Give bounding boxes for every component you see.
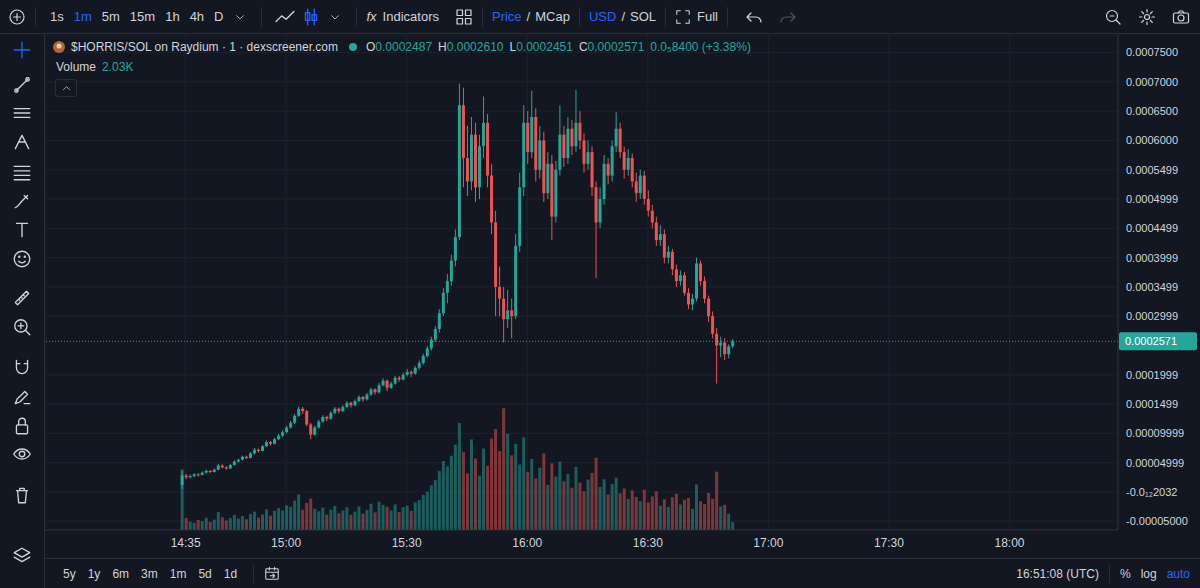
svg-text:0.0006000: 0.0006000 xyxy=(1126,134,1178,146)
svg-text:0.0007500: 0.0007500 xyxy=(1126,46,1178,58)
svg-text:16:00: 16:00 xyxy=(512,536,542,550)
html-text:5m: 5m xyxy=(101,9,120,24)
svg-text:0.0006500: 0.0006500 xyxy=(1126,105,1178,117)
svg-text:0.0002571: 0.0002571 xyxy=(1125,335,1177,347)
svg-text:0.0005499: 0.0005499 xyxy=(1126,164,1178,176)
html-text:1s: 1s xyxy=(50,9,64,24)
svg-text:16:30: 16:30 xyxy=(633,536,663,550)
html-text:3m: 3m xyxy=(141,567,158,581)
html-text:1h: 1h xyxy=(165,9,180,24)
svg-text:0.0004999: 0.0004999 xyxy=(1126,193,1178,205)
svg-text:14:35: 14:35 xyxy=(171,536,201,550)
html-text:log: log xyxy=(1140,567,1157,581)
html-text:1m: 1m xyxy=(73,9,92,24)
html-text:4h: 4h xyxy=(189,9,205,24)
html-text:15m: 15m xyxy=(129,9,156,24)
html-text:O 0.0002487: O 0.0002487 xyxy=(366,40,433,54)
svg-text:-0.00005000: -0.00005000 xyxy=(1126,515,1188,527)
svg-text:0.0004499: 0.0004499 xyxy=(1126,222,1178,234)
svg-text:-0.0₁₂2032: -0.0₁₂2032 xyxy=(1126,486,1177,498)
html-text:5y: 5y xyxy=(63,567,76,581)
html-text:2.03K: 2.03K xyxy=(102,60,134,74)
svg-text:0.00009999: 0.00009999 xyxy=(1126,427,1184,439)
svg-text:15:00: 15:00 xyxy=(271,536,301,550)
html-text:H 0.0002610: H 0.0002610 xyxy=(438,40,504,54)
html-text:1d: 1d xyxy=(223,567,238,581)
html-text:0.0₅8400 (+3.38%): 0.0₅8400 (+3.38%) xyxy=(650,40,751,54)
html-text:Full: Full xyxy=(697,9,718,24)
html-text:16:51:08 (UTC): 16:51:08 (UTC) xyxy=(1016,567,1099,581)
html-text:auto: auto xyxy=(1166,567,1190,581)
svg-text:0.0002999: 0.0002999 xyxy=(1126,310,1178,322)
svg-text:17:00: 17:00 xyxy=(753,536,783,550)
svg-text:17:30: 17:30 xyxy=(874,536,904,550)
svg-text:0.00004999: 0.00004999 xyxy=(1126,457,1184,469)
html-text:USD / SOL: USD / SOL xyxy=(588,9,656,24)
html-text:L 0.0002451: L 0.0002451 xyxy=(509,40,573,54)
svg-text:0.0001499: 0.0001499 xyxy=(1126,398,1178,410)
html-text:C 0.0002571: C 0.0002571 xyxy=(578,40,645,54)
svg-text:0.0003499: 0.0003499 xyxy=(1126,281,1178,293)
html-text:Volume: Volume xyxy=(56,60,96,74)
svg-text:0.0007000: 0.0007000 xyxy=(1126,76,1178,88)
html-text:Price / MCap: Price / MCap xyxy=(492,9,570,24)
html-text:5d: 5d xyxy=(198,567,212,581)
svg-text:0.0001999: 0.0001999 xyxy=(1126,369,1178,381)
svg-text:15:30: 15:30 xyxy=(392,536,422,550)
html-text:1m: 1m xyxy=(169,567,187,581)
html-text:1y: 1y xyxy=(87,567,101,581)
svg-text:18:00: 18:00 xyxy=(994,536,1024,550)
html-text:$HORRIS/SOL on Raydium · 1 · d: $HORRIS/SOL on Raydium · 1 · dexscreener… xyxy=(71,40,338,54)
html-text:D: D xyxy=(214,9,224,24)
svg-text:0.0003999: 0.0003999 xyxy=(1126,252,1178,264)
html-text:6m: 6m xyxy=(112,567,129,581)
html-text:fx Indicators: fx Indicators xyxy=(366,9,439,24)
